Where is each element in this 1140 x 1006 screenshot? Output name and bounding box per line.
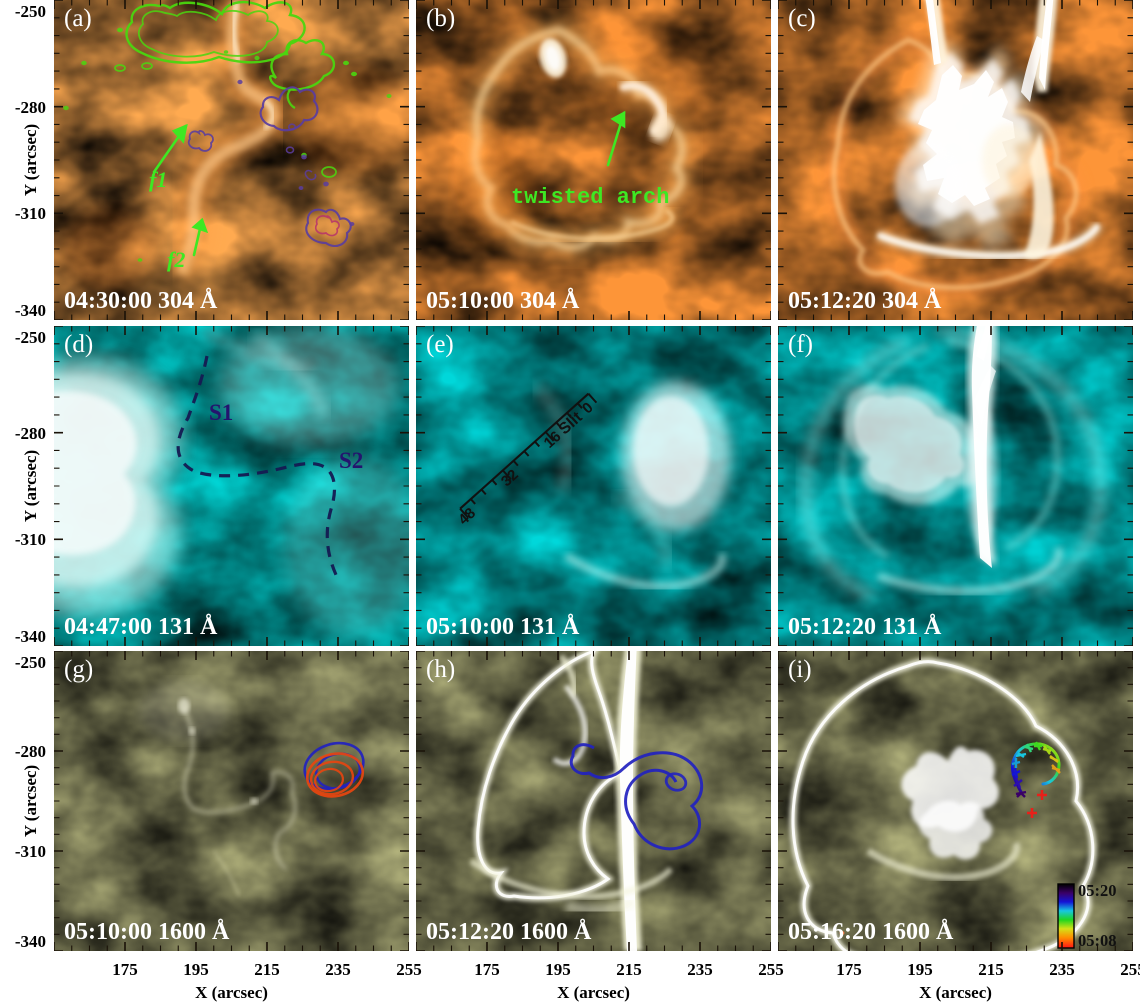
- svg-text:(a): (a): [64, 5, 92, 32]
- svg-text:(d): (d): [64, 331, 93, 358]
- svg-text:04:47:00 131 Å: 04:47:00 131 Å: [64, 614, 218, 640]
- svg-text:(b): (b): [426, 5, 455, 32]
- svg-text:05:12:20 131 Å: 05:12:20 131 Å: [788, 614, 942, 640]
- svg-text:05:12:20 304 Å: 05:12:20 304 Å: [788, 288, 942, 314]
- svg-text:S2: S2: [339, 448, 363, 473]
- svg-text:04:30:00 304 Å: 04:30:00 304 Å: [64, 288, 218, 314]
- svg-text:(f): (f): [788, 331, 813, 358]
- svg-text:05:16:20 1600 Å: 05:16:20 1600 Å: [788, 919, 954, 945]
- svg-text:(i): (i): [788, 656, 812, 683]
- svg-text:05:20: 05:20: [1078, 881, 1117, 900]
- svg-text:(e): (e): [426, 331, 454, 358]
- svg-text:S1: S1: [209, 400, 233, 425]
- svg-text:(g): (g): [64, 656, 93, 683]
- svg-text:05:12:20 1600 Å: 05:12:20 1600 Å: [426, 919, 592, 945]
- svg-text:twisted arch: twisted arch: [511, 185, 669, 210]
- svg-text:(c): (c): [788, 5, 816, 32]
- svg-text:05:10:00 1600 Å: 05:10:00 1600 Å: [64, 919, 230, 945]
- svg-text:05:10:00 304 Å: 05:10:00 304 Å: [426, 288, 580, 314]
- svg-text:(h): (h): [426, 656, 455, 683]
- svg-text:f2: f2: [167, 247, 185, 272]
- svg-text:05:10:00 131 Å: 05:10:00 131 Å: [426, 614, 580, 640]
- svg-text:f1: f1: [149, 167, 167, 192]
